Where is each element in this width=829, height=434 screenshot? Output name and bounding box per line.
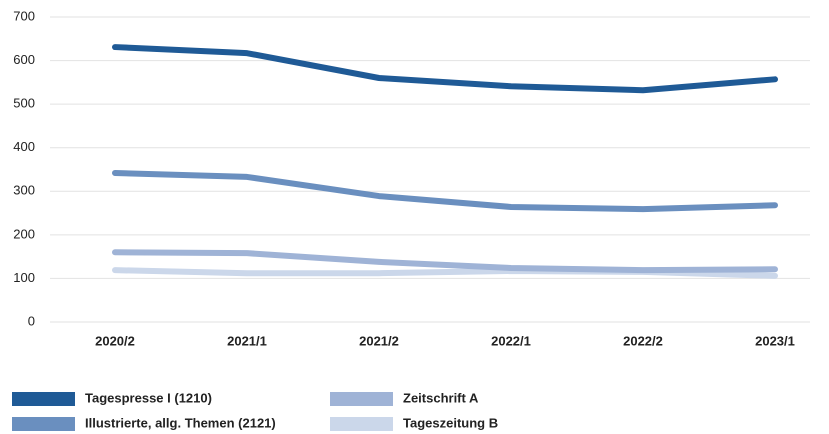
x-tick-label: 2021/1 xyxy=(227,333,267,348)
x-tick-label: 2022/2 xyxy=(623,333,663,348)
x-tick-label: 2023/1 xyxy=(755,333,795,348)
x-tick-label: 2021/2 xyxy=(359,333,399,348)
series-line xyxy=(112,44,778,94)
legend-swatch xyxy=(330,417,393,431)
y-tick-label: 200 xyxy=(13,226,35,241)
y-tick-label: 100 xyxy=(13,270,35,285)
x-tick-label: 2022/1 xyxy=(491,333,531,348)
legend-label: Tageszeitung B xyxy=(403,415,498,430)
legend-swatch xyxy=(12,417,75,431)
y-tick-label: 0 xyxy=(28,313,35,328)
y-tick-label: 500 xyxy=(13,96,35,111)
legend-swatch xyxy=(330,392,393,406)
series-line xyxy=(112,169,778,213)
x-tick-label: 2020/2 xyxy=(95,333,135,348)
legend-swatch xyxy=(12,392,75,406)
legend-label: Tagespresse I (1210) xyxy=(85,390,212,405)
y-tick-label: 300 xyxy=(13,183,35,198)
y-tick-label: 700 xyxy=(13,8,35,23)
legend-label: Illustrierte, allg. Themen (2121) xyxy=(85,415,276,430)
y-tick-label: 600 xyxy=(13,52,35,67)
legend-label: Zeitschrift A xyxy=(403,390,479,405)
series-line xyxy=(112,249,778,274)
y-tick-label: 400 xyxy=(13,139,35,154)
